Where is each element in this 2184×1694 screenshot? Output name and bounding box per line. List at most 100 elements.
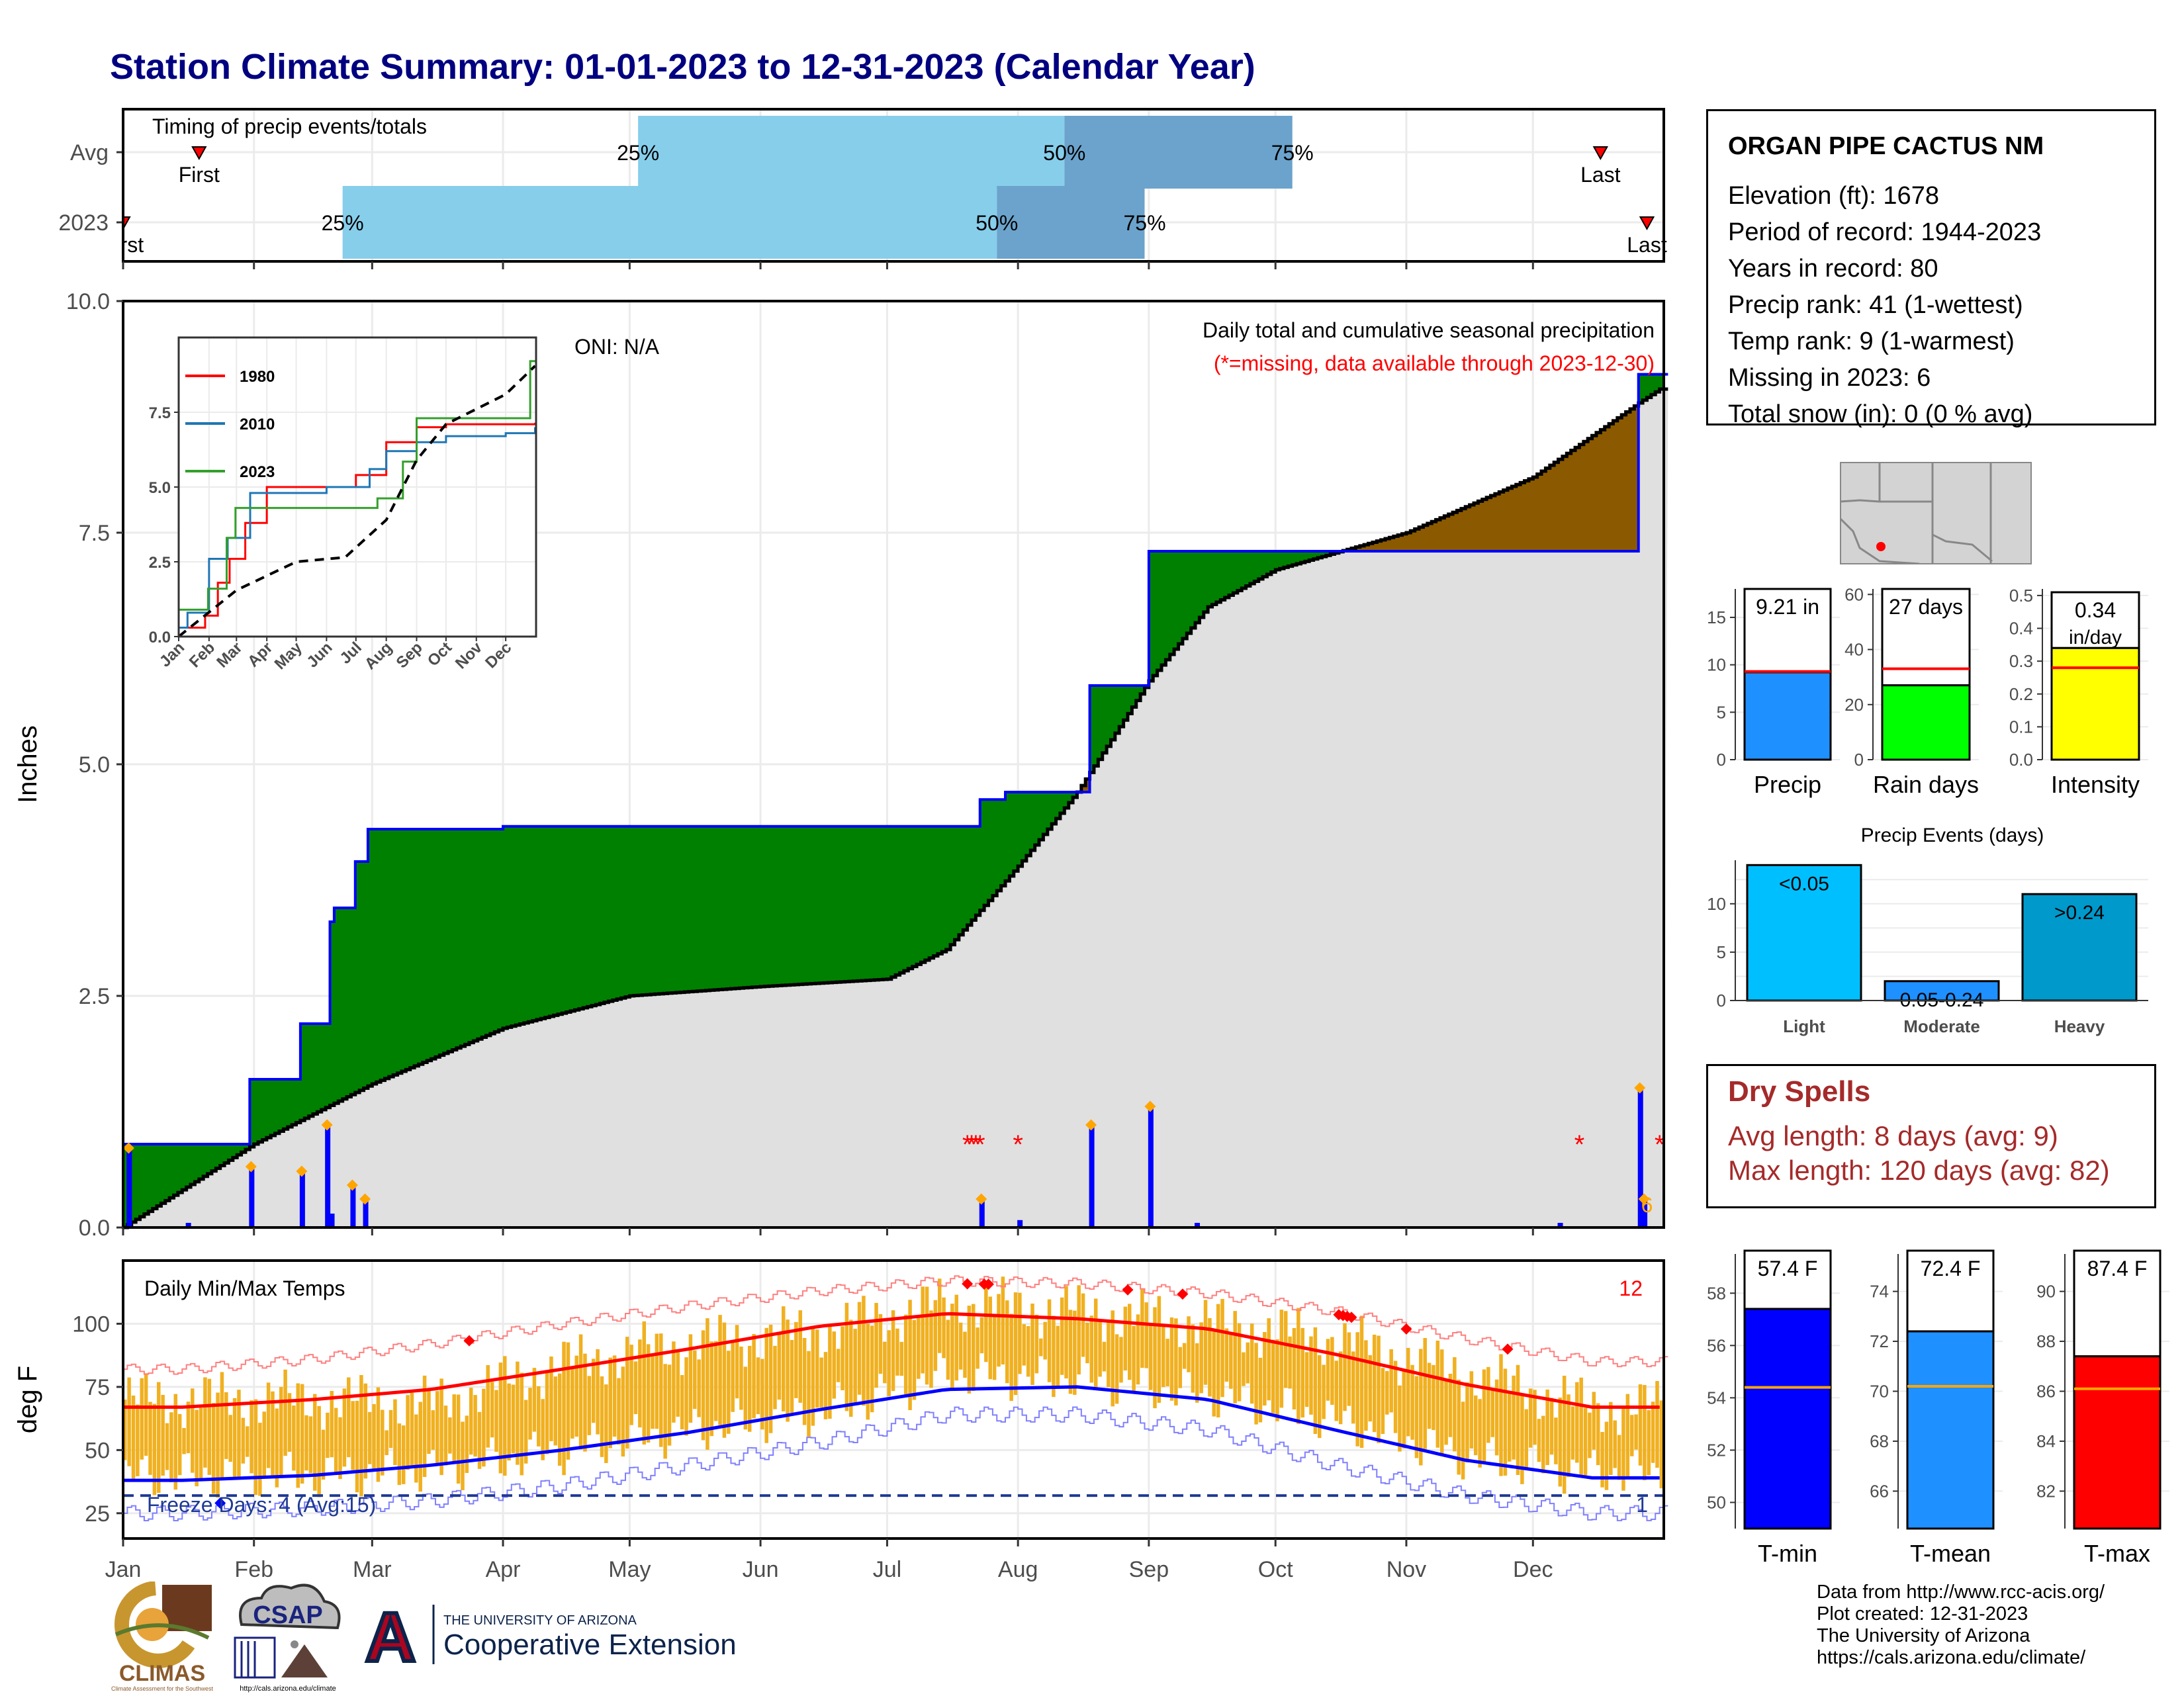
- side-y-tick-label: 90: [2036, 1282, 2056, 1302]
- timing-label-25: 25%: [322, 211, 364, 235]
- daily-precip-top-marker: [359, 1193, 371, 1205]
- daily-precip-bar: [979, 1200, 985, 1227]
- timing-label-25: 25%: [617, 141, 659, 165]
- record-count: 12: [1619, 1276, 1643, 1300]
- climas-logo: CLIMAS Climate Assessment for the Southw…: [111, 1582, 214, 1692]
- dry-spells-max: Max length: 120 days (avg: 82): [1728, 1155, 2110, 1186]
- side-y-tick-label: 72: [1870, 1331, 1889, 1351]
- daily-precip-bar: [249, 1167, 255, 1227]
- missing-day-marker: *: [1013, 1130, 1023, 1159]
- side-plot-area: [1898, 1254, 2003, 1529]
- side-plot-area: [1735, 589, 1840, 760]
- events-bar-value-label: >0.24: [2054, 902, 2105, 924]
- side-value-bar: [1906, 1330, 1995, 1530]
- daily-precip-top-marker: [976, 1193, 987, 1205]
- missing-day-marker: *: [1655, 1130, 1665, 1159]
- main-y-tick-label: 7.5: [79, 521, 110, 546]
- side-y-tick-label: 0.0: [2009, 750, 2033, 770]
- record-high-marker: [1342, 1310, 1353, 1322]
- record-high-marker: [1337, 1310, 1349, 1321]
- record-high-marker: [983, 1278, 994, 1290]
- timing-frame: [122, 108, 1665, 263]
- side-value-box: [2073, 1249, 2161, 1358]
- events-bar-moderate: [1884, 980, 2000, 1002]
- avg-tmin-line: [123, 1385, 1660, 1482]
- side-y-tick-label: 0.2: [2009, 684, 2033, 704]
- record-high-marker: [962, 1278, 974, 1290]
- temps-x-tick-label: Nov: [1387, 1557, 1426, 1582]
- missing-day-marker: *: [1574, 1130, 1585, 1159]
- inset-normal-line: [177, 365, 536, 638]
- record-low-marker: [214, 1497, 226, 1509]
- side-chart-label: Rain days: [1873, 771, 1979, 798]
- side-value-label: 0.34: [2075, 598, 2116, 622]
- temps-frame: [122, 1259, 1665, 1540]
- daily-precip-top-marker: [346, 1179, 358, 1191]
- side-value-bar: [1743, 1308, 1832, 1530]
- inset-legend-label: 2023: [240, 463, 275, 481]
- timing-panel: 25%50%75%FirstLastAvg25%50%75%FirstLast2…: [0, 108, 1667, 269]
- side-plot-area: [2042, 589, 2148, 760]
- daily-precip-bar: [1017, 1220, 1023, 1227]
- side-y-tick-label: 40: [1844, 640, 1864, 660]
- record-high-marker: [1400, 1323, 1412, 1335]
- ua-logo-letter: A: [365, 1599, 416, 1671]
- daily-precip-bar: [329, 1214, 335, 1227]
- temps-x-tick-label: Jun: [743, 1557, 779, 1582]
- csap-logo-url: http://cals.arizona.edu/climate: [240, 1685, 336, 1693]
- timing-row-label: 2023: [58, 210, 109, 236]
- daily-precip-bar: [1637, 1089, 1643, 1227]
- credits-line: The University of Arizona: [1817, 1625, 2030, 1646]
- side-y-tick-label: 88: [2036, 1331, 2056, 1351]
- daily-precip-bar: [325, 1126, 331, 1227]
- events-category-label: Light: [1783, 1016, 1825, 1036]
- station-precip-rank: Precip rank: 41 (1-wettest): [1728, 291, 2023, 319]
- events-plot-area: [1735, 860, 2148, 1001]
- timing-last-marker: [1592, 146, 1609, 161]
- station-snow: Total snow (in): 0 (0 % avg): [1728, 400, 2033, 428]
- timing-last-label: Last: [1627, 233, 1667, 257]
- side-y-tick-label: 58: [1707, 1283, 1726, 1303]
- daily-precip-bar: [1557, 1223, 1563, 1227]
- station-temp-rank: Temp rank: 9 (1-warmest): [1728, 328, 2015, 355]
- missing-day-marker: *: [962, 1130, 973, 1159]
- record-high-marker: [1333, 1309, 1345, 1321]
- side-value-label: 87.4 F: [2087, 1257, 2148, 1280]
- temps-y-tick-label: 50: [85, 1438, 110, 1463]
- timing-row-label: Avg: [70, 140, 109, 165]
- station-years: Years in record: 80: [1728, 255, 1938, 283]
- credits-line: https://cals.arizona.edu/climate/: [1817, 1647, 2086, 1668]
- csap-logo-text: CSAP: [253, 1601, 323, 1629]
- missing-day-marker: *: [971, 1130, 981, 1159]
- events-bar-light: [1746, 864, 1862, 1002]
- daily-temp-bars: [123, 1276, 1664, 1498]
- station-info-box: ORGAN PIPE CACTUS NM Elevation (ft): 167…: [1706, 109, 2156, 428]
- temps-title: Daily Min/Max Temps: [144, 1276, 345, 1300]
- side-y-tick-label: 0.5: [2009, 586, 2033, 605]
- side-chart-label: Precip: [1754, 771, 1821, 798]
- inset-y-tick-label: 5.0: [149, 479, 171, 497]
- dry-spells-box: Dry Spells Avg length: 8 days (avg: 9) M…: [1706, 1064, 2156, 1208]
- daily-precip-bar: [299, 1172, 305, 1227]
- missing-day-marker: *: [975, 1130, 985, 1159]
- events-category-label: Moderate: [1903, 1016, 1980, 1036]
- side-y-tick-label: 0: [1717, 750, 1726, 770]
- side-chart-label: T-max: [2084, 1540, 2150, 1567]
- timing-bar-50-75: [997, 186, 1145, 259]
- inset-y-tick-label: 0.0: [149, 629, 171, 646]
- temps-plot-area: [123, 1261, 1664, 1538]
- temps-y-axis-label: deg F: [13, 1366, 42, 1433]
- temps-x-tick-label: Sep: [1129, 1557, 1169, 1582]
- side-chart-label: T-mean: [1910, 1540, 1991, 1567]
- temps-y-tick-label: 25: [85, 1501, 110, 1527]
- daily-precip-bar: [1195, 1223, 1201, 1227]
- missing-day-marker: *: [966, 1130, 977, 1159]
- side-value-box: [1881, 588, 1971, 687]
- record-max-line: [123, 1275, 1668, 1375]
- events-y-tick-label: 10: [1707, 894, 1726, 914]
- daily-precip-bar: [126, 1149, 132, 1227]
- station-location-dot: [1876, 542, 1886, 551]
- main-y-axis-label: Inches: [13, 725, 42, 803]
- side-y-tick-label: 60: [1844, 584, 1864, 604]
- side-y-tick-label: 15: [1707, 607, 1726, 627]
